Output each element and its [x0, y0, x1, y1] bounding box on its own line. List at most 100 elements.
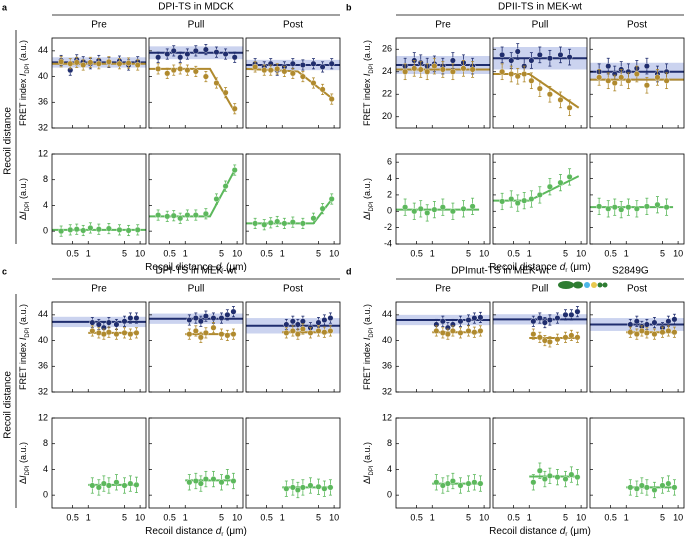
y-tick-label: 44 — [382, 309, 392, 319]
data-point — [633, 205, 640, 212]
panel-title: DPImut-TS in MEK-wt — [451, 266, 549, 277]
plot-frame — [148, 153, 244, 245]
x-tick-label: 0.5 — [507, 248, 520, 258]
data-point — [267, 67, 274, 74]
data-point — [536, 467, 543, 474]
x-tick-label: 10 — [479, 512, 489, 522]
data-point — [546, 91, 553, 98]
data-point — [596, 203, 603, 210]
x-tick-label: 10 — [232, 512, 242, 522]
data-point — [528, 195, 535, 202]
data-point — [289, 484, 296, 491]
data-point — [133, 329, 140, 336]
data-point — [155, 65, 162, 72]
fit-line — [246, 197, 334, 225]
annotation: S2849G — [612, 266, 649, 277]
data-point — [321, 485, 328, 492]
data-point — [95, 321, 102, 328]
x-tick-label: 1 — [280, 512, 285, 522]
data-point — [449, 327, 456, 334]
data-point — [192, 68, 199, 75]
data-point — [319, 63, 326, 70]
data-point — [457, 329, 464, 336]
y-axis-label: ΔIDPI (a.u.) — [362, 178, 374, 220]
data-point — [121, 329, 128, 336]
data-point — [230, 308, 237, 315]
panel-title: DPI-TS in MEK-wt — [155, 266, 236, 277]
plot-area — [493, 43, 587, 117]
data-point — [184, 67, 191, 74]
data-point — [170, 212, 177, 219]
data-point — [261, 221, 268, 228]
label-part: d — [560, 526, 566, 537]
data-point — [274, 218, 281, 225]
data-point — [536, 315, 543, 322]
data-point — [638, 482, 645, 489]
y-axis-label: ΔIDPI (a.u.) — [18, 178, 30, 220]
label-part: DPI — [369, 465, 375, 475]
plot-frame — [589, 153, 685, 245]
y-tick-label: 40 — [38, 71, 48, 81]
x-tick-label: 1 — [280, 248, 285, 258]
data-point — [514, 73, 521, 80]
x-tick-label: 5 — [122, 512, 127, 522]
column-header: Post — [627, 284, 647, 295]
y-axis-label: FRET index IDPI (a.u.) — [362, 40, 374, 126]
x-tick-label: 5 — [316, 248, 321, 258]
data-point — [625, 77, 632, 84]
data-point — [121, 482, 128, 489]
x-axis-label: Recoil distance dr (μm) — [489, 526, 591, 538]
data-point — [424, 68, 431, 75]
plot-frame — [395, 37, 491, 129]
data-point — [310, 60, 317, 67]
data-point — [327, 327, 334, 334]
data-point — [192, 327, 199, 334]
data-point — [310, 215, 317, 222]
data-point — [164, 51, 171, 58]
column-header: Pre — [435, 284, 451, 295]
plot-frame — [51, 37, 147, 129]
data-point — [546, 472, 553, 479]
data-point — [252, 63, 259, 70]
data-point — [546, 55, 553, 62]
data-point — [121, 318, 128, 325]
data-point — [113, 479, 120, 486]
x-tick-label: 1 — [86, 512, 91, 522]
data-point — [514, 200, 521, 207]
plot-frame — [148, 417, 244, 509]
data-point — [477, 314, 484, 321]
x-tick-label: 1 — [624, 248, 629, 258]
data-point — [281, 68, 288, 75]
data-point — [289, 219, 296, 226]
x-tick-label: 1 — [527, 248, 532, 258]
data-point — [633, 485, 640, 492]
data-point — [671, 329, 678, 336]
data-point — [230, 478, 237, 485]
data-point — [197, 318, 204, 325]
data-point — [562, 311, 569, 318]
data-point — [633, 70, 640, 77]
label-part: FRET index — [362, 340, 372, 390]
x-tick-label: 1 — [430, 248, 435, 258]
data-point — [557, 51, 564, 58]
plot-area — [282, 477, 334, 499]
plot-frame — [245, 417, 341, 509]
fit-line — [493, 175, 580, 202]
data-point — [299, 326, 306, 333]
data-point — [299, 484, 306, 491]
y-tick-label: 4 — [387, 173, 392, 183]
data-point — [202, 46, 209, 53]
data-point — [202, 476, 209, 483]
data-point — [546, 183, 553, 190]
data-point — [328, 96, 335, 103]
data-point — [127, 331, 134, 338]
data-point — [562, 334, 569, 341]
x-tick-label: 10 — [135, 512, 145, 522]
label-part: (μm) — [223, 526, 247, 537]
label-part: (a.u.) — [362, 178, 372, 202]
data-point — [192, 212, 199, 219]
data-point — [665, 318, 672, 325]
y-tick-label: 20 — [382, 111, 392, 121]
label-part: I — [18, 475, 28, 478]
label-part: Recoil distance — [489, 262, 560, 273]
